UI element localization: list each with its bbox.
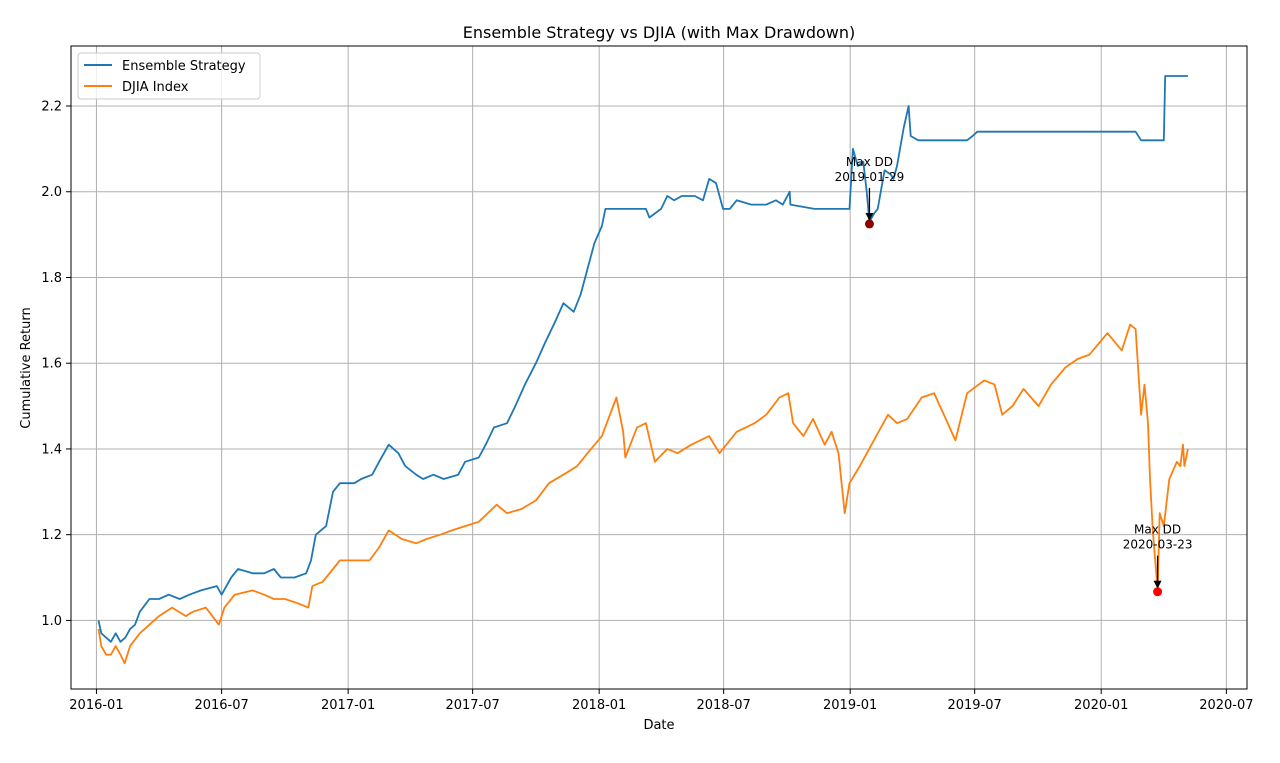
x-tick-label: 2017-01 (321, 698, 375, 713)
x-tick-label: 2018-01 (572, 698, 626, 713)
annotation-label-title: Max DD (846, 155, 893, 169)
legend-box (77, 52, 261, 100)
y-axis: 1.0 1.2 1.4 1.6 1.8 2.0 2.2 (41, 100, 71, 629)
x-tick-label: 2018-07 (696, 698, 750, 713)
series-line-ensemble-strategy (97, 75, 1188, 643)
y-tick-label: 1.8 (41, 271, 62, 286)
x-axis: 2016-01 2016-07 2017-01 2017-07 2018-01 2018-… (69, 689, 1254, 713)
y-tick-label: 1.4 (41, 442, 62, 457)
series-layer (97, 75, 1189, 665)
plot-area (71, 46, 1247, 689)
y-tick-label: 1.6 (41, 357, 62, 372)
max-drawdown-point (864, 219, 874, 229)
legend-label: DJIA Index (122, 80, 189, 95)
y-tick-label: 2.0 (41, 185, 62, 200)
plot-frame (70, 45, 1248, 690)
grid (71, 46, 1247, 689)
series-line-djia-index (97, 323, 1189, 665)
max-drawdown-point (1153, 587, 1163, 597)
x-tick-label: 2016-07 (194, 698, 248, 713)
annotation-label-date: 2020-03-23 (1123, 538, 1193, 552)
y-tick-label: 1.2 (41, 528, 62, 543)
x-tick-label: 2020-01 (1074, 698, 1128, 713)
y-axis-label: Cumulative Return (19, 307, 34, 428)
x-tick-label: 2020-07 (1199, 698, 1253, 713)
y-tick-label: 2.2 (41, 100, 62, 115)
chart-title: Ensemble Strategy vs DJIA (with Max Draw… (463, 23, 856, 42)
x-tick-label: 2017-07 (445, 698, 499, 713)
x-tick-label: 2019-01 (823, 698, 877, 713)
x-tick-label: 2019-07 (947, 698, 1001, 713)
legend-label: Ensemble Strategy (122, 59, 246, 74)
y-tick-label: 1.0 (41, 614, 62, 629)
annotation-label-title: Max DD (1134, 523, 1181, 537)
x-tick-label: 2016-01 (69, 698, 123, 713)
x-axis-label: Date (643, 718, 674, 733)
legend: Ensemble Strategy DJIA Index (77, 52, 261, 100)
annotation-label-date: 2019-01-29 (835, 170, 905, 184)
